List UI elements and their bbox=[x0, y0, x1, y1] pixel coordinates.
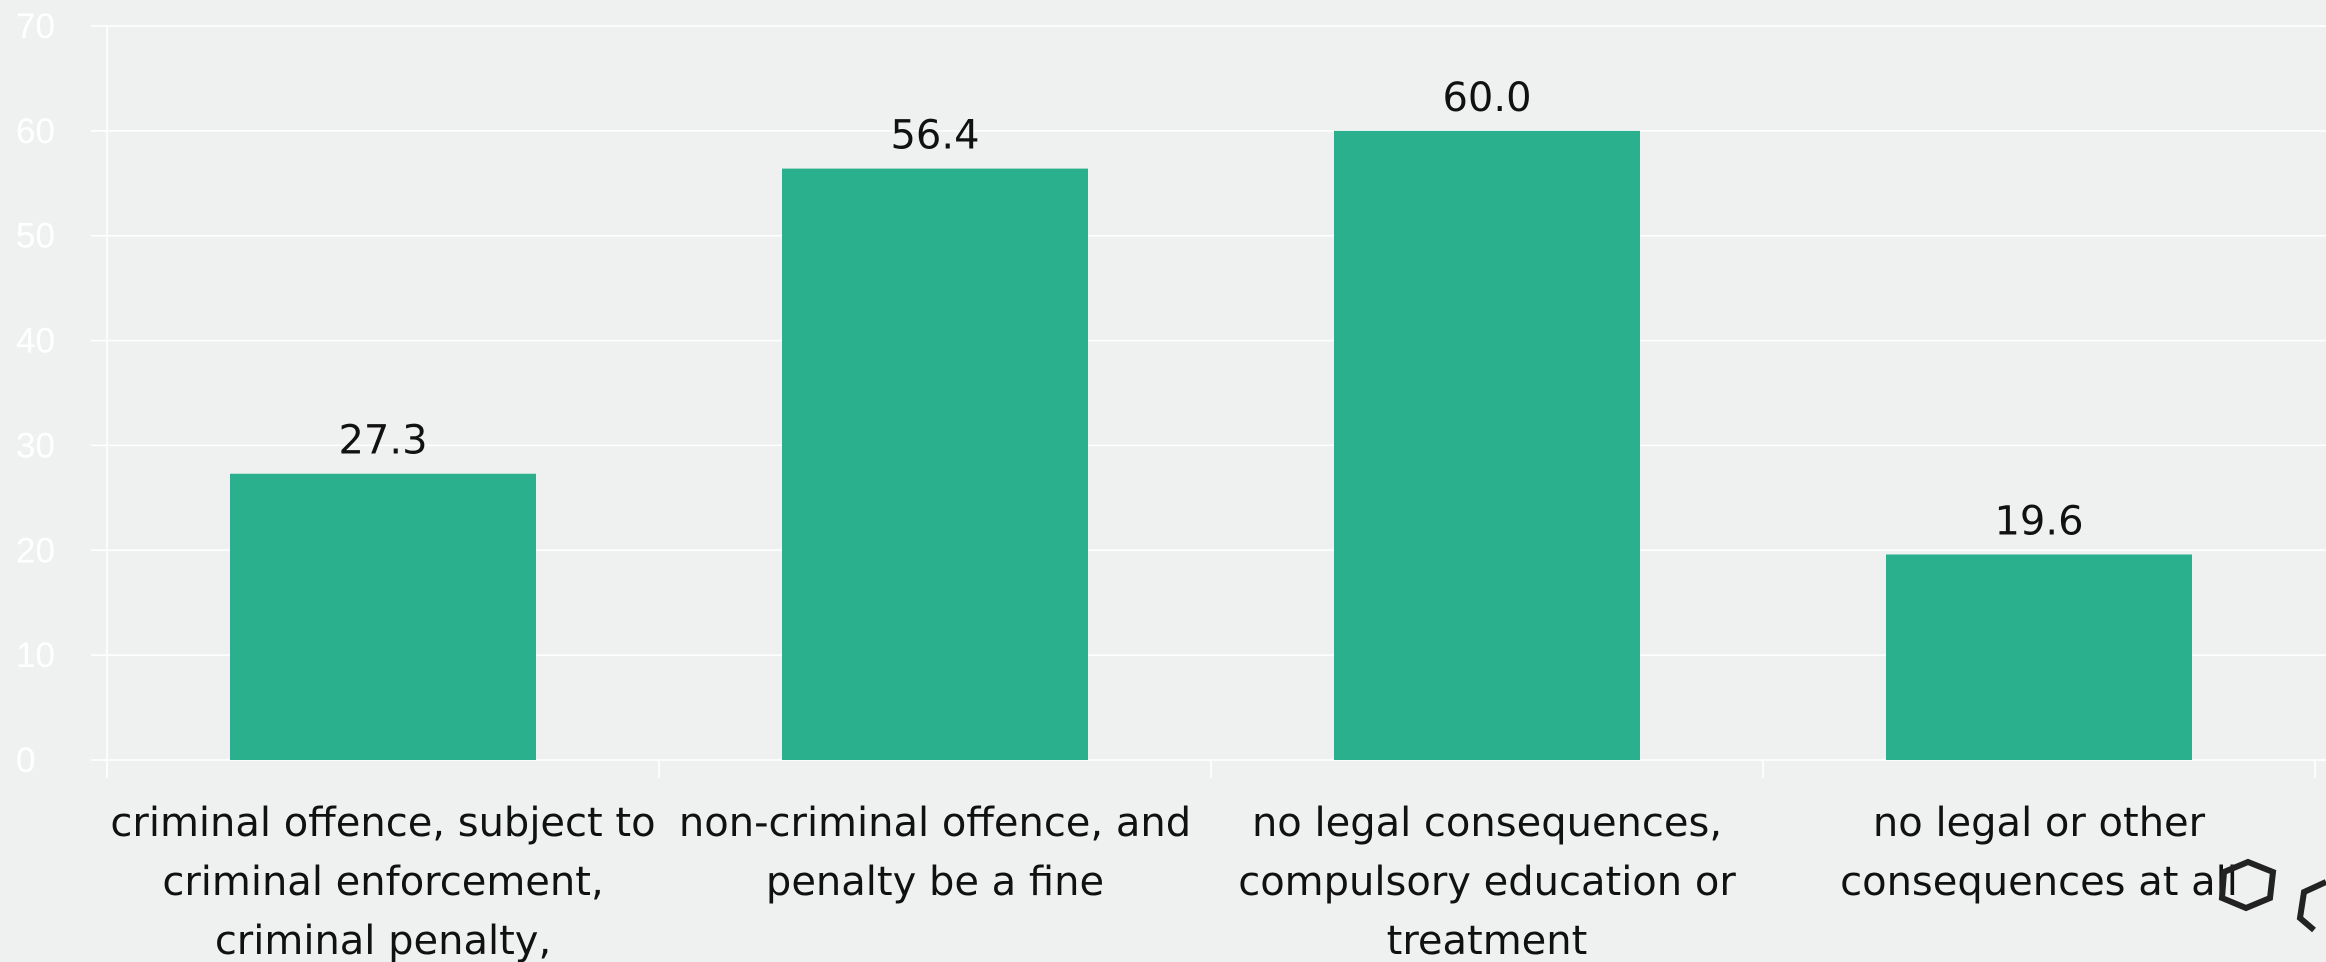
category-label-line: no legal consequences, bbox=[1252, 800, 1722, 846]
hexagon-logo-icon bbox=[2218, 858, 2326, 933]
y-tick-label: 40 bbox=[16, 322, 55, 361]
data-label: 60.0 bbox=[1442, 75, 1531, 121]
category-label: non-criminal offence, and penalty be a fi… bbox=[679, 800, 1191, 905]
y-tick-label: 20 bbox=[16, 531, 55, 570]
category-label: no legal or other consequences at all bbox=[1840, 800, 2238, 905]
category-label-line: no legal or other bbox=[1873, 800, 2206, 846]
category-labels: criminal offence, subject to criminal enf… bbox=[110, 800, 2237, 962]
data-label: 19.6 bbox=[1994, 498, 2083, 544]
category-label-line: treatment bbox=[1387, 918, 1588, 962]
y-tick-label: 60 bbox=[16, 112, 55, 151]
category-label: no legal consequences, compulsory educati… bbox=[1238, 800, 1736, 962]
category-label: criminal offence, subject to criminal enf… bbox=[110, 800, 655, 962]
bar bbox=[230, 473, 536, 760]
category-label-line: penalty be a fine bbox=[766, 859, 1104, 905]
y-axis-ticks: 0 10 20 30 40 50 60 70 bbox=[16, 7, 55, 780]
bar bbox=[782, 168, 1088, 760]
y-tick-label: 30 bbox=[16, 426, 55, 465]
category-label-line: criminal penalty, bbox=[215, 918, 551, 962]
y-tick-label: 70 bbox=[16, 7, 55, 46]
category-label-line: compulsory education or bbox=[1238, 859, 1736, 905]
data-label: 27.3 bbox=[338, 418, 427, 464]
category-label-line: non-criminal offence, and bbox=[679, 800, 1191, 846]
bars bbox=[230, 130, 2192, 760]
y-tick-label: 0 bbox=[16, 741, 35, 780]
bar bbox=[1886, 554, 2192, 760]
data-labels: 27.3 56.4 60.0 19.6 bbox=[338, 75, 2083, 545]
category-label-line: criminal enforcement, bbox=[162, 859, 603, 905]
bar bbox=[1334, 130, 1640, 760]
data-label: 56.4 bbox=[890, 113, 979, 159]
category-label-line: consequences at all bbox=[1840, 859, 2238, 905]
category-label-line: criminal offence, subject to bbox=[110, 800, 655, 846]
y-tick-label: 50 bbox=[16, 217, 55, 256]
y-tick-label: 10 bbox=[16, 636, 55, 675]
